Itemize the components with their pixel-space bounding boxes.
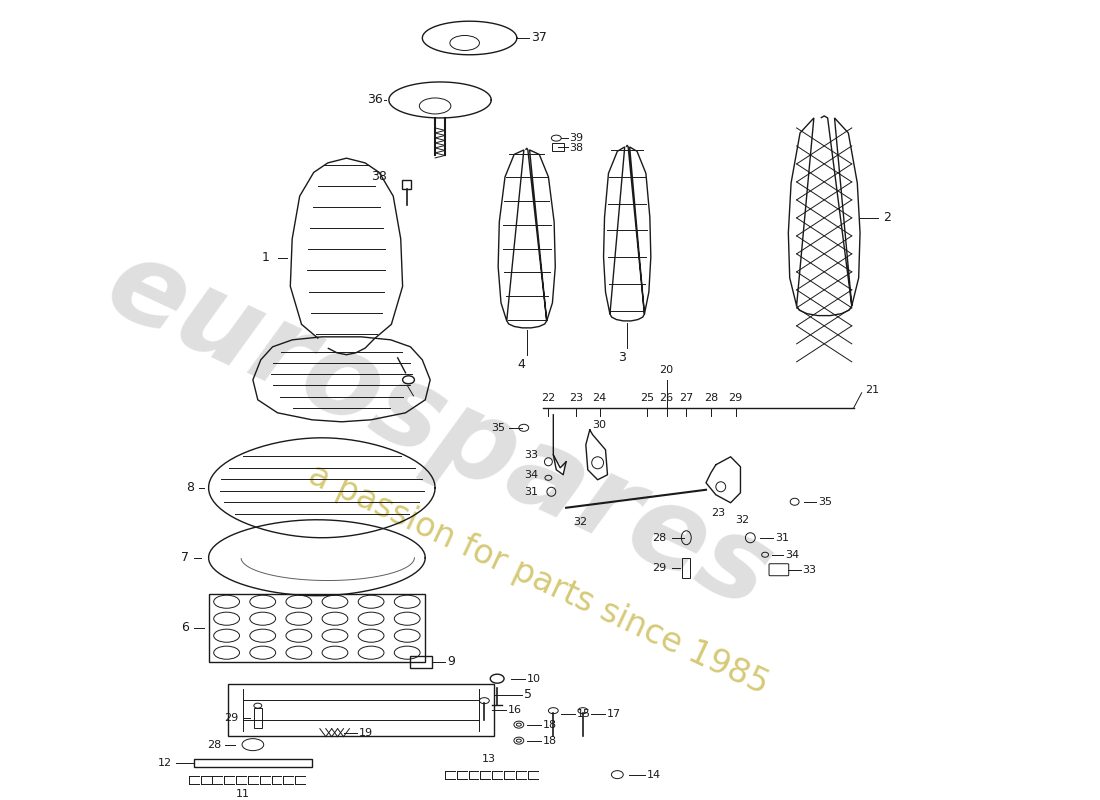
Text: 19: 19	[360, 728, 373, 738]
Bar	[209, 594, 426, 662]
Text: 13: 13	[482, 754, 496, 764]
Text: 7: 7	[180, 551, 189, 564]
Text: 3: 3	[618, 351, 626, 364]
Text: 4: 4	[518, 358, 526, 371]
Text: 17: 17	[606, 709, 620, 718]
Text: 32: 32	[573, 517, 587, 526]
Text: eurospares: eurospares	[90, 227, 790, 632]
Text: 38: 38	[371, 170, 387, 183]
Text: 15: 15	[578, 709, 591, 718]
Text: 16: 16	[508, 705, 522, 714]
Text: 5: 5	[524, 688, 531, 701]
Text: 24: 24	[593, 393, 607, 403]
Text: 33: 33	[803, 565, 816, 574]
Text: 33: 33	[525, 450, 539, 460]
Text: 23: 23	[569, 393, 583, 403]
Text: 30: 30	[593, 420, 606, 430]
Text: 21: 21	[866, 385, 880, 395]
Text: 34: 34	[525, 470, 539, 480]
Text: 6: 6	[182, 622, 189, 634]
Text: 35: 35	[818, 497, 833, 506]
Text: 9: 9	[447, 655, 454, 668]
Text: 32: 32	[736, 514, 750, 525]
Text: 18: 18	[542, 720, 557, 730]
Text: 27: 27	[679, 393, 693, 403]
Text: 1: 1	[262, 251, 270, 264]
Text: 38: 38	[569, 143, 583, 153]
Text: 25: 25	[640, 393, 654, 403]
Text: 39: 39	[569, 133, 583, 143]
Text: 18: 18	[542, 736, 557, 746]
Text: a passion for parts since 1985: a passion for parts since 1985	[304, 458, 774, 701]
Text: 29: 29	[652, 562, 667, 573]
Text: 11: 11	[236, 789, 250, 798]
Bar	[410, 656, 432, 668]
Text: 37: 37	[530, 31, 547, 45]
Text: 14: 14	[647, 770, 661, 780]
Text: 10: 10	[527, 674, 541, 684]
Text: 28: 28	[207, 740, 221, 750]
Text: 22: 22	[541, 393, 556, 403]
Text: 31: 31	[525, 486, 539, 497]
Text: 28: 28	[652, 533, 667, 542]
Text: 35: 35	[491, 422, 505, 433]
Text: 8: 8	[186, 482, 194, 494]
Bar	[194, 758, 312, 766]
Text: 36: 36	[367, 94, 383, 106]
Bar	[229, 684, 494, 736]
Bar	[254, 708, 262, 728]
Text: 2: 2	[883, 211, 891, 224]
Text: 12: 12	[158, 758, 172, 768]
Bar	[682, 558, 690, 578]
Text: 26: 26	[660, 393, 673, 403]
Text: 34: 34	[784, 550, 799, 560]
Bar	[552, 143, 564, 151]
Bar	[402, 180, 411, 189]
Text: 29: 29	[224, 713, 238, 722]
Text: 29: 29	[728, 393, 743, 403]
Text: 23: 23	[711, 508, 725, 518]
Text: 31: 31	[774, 533, 789, 542]
Text: 28: 28	[704, 393, 718, 403]
Text: 20: 20	[660, 365, 673, 375]
